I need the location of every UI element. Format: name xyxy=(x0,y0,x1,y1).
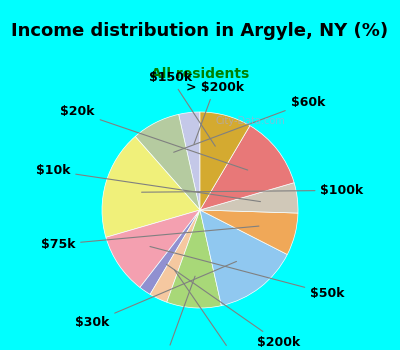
Text: $100k: $100k xyxy=(142,184,364,197)
Wedge shape xyxy=(167,210,221,308)
Text: City-Data.com: City-Data.com xyxy=(216,116,286,126)
Text: $10k: $10k xyxy=(36,164,260,202)
Wedge shape xyxy=(150,210,200,302)
Text: $150k: $150k xyxy=(149,71,215,146)
Wedge shape xyxy=(200,112,250,210)
Text: $40k: $40k xyxy=(174,270,252,350)
Wedge shape xyxy=(179,112,200,210)
Text: $30k: $30k xyxy=(75,261,236,329)
Text: All residents: All residents xyxy=(151,67,249,82)
Wedge shape xyxy=(135,114,200,210)
Text: Income distribution in Argyle, NY (%): Income distribution in Argyle, NY (%) xyxy=(12,22,388,40)
Wedge shape xyxy=(200,210,287,306)
Wedge shape xyxy=(200,183,298,213)
Text: $50k: $50k xyxy=(150,246,345,300)
Text: > $200k: > $200k xyxy=(186,81,244,144)
Text: $60k: $60k xyxy=(174,96,325,152)
Text: $75k: $75k xyxy=(41,226,259,251)
Wedge shape xyxy=(102,136,200,237)
Wedge shape xyxy=(140,210,200,294)
Text: $200k: $200k xyxy=(166,264,300,349)
Wedge shape xyxy=(106,210,200,287)
Wedge shape xyxy=(200,126,294,210)
Text: $125k: $125k xyxy=(144,276,195,350)
Text: $20k: $20k xyxy=(60,105,248,170)
Wedge shape xyxy=(200,210,298,254)
